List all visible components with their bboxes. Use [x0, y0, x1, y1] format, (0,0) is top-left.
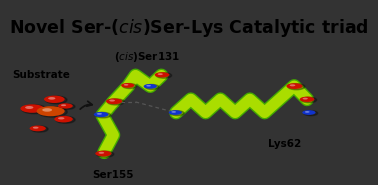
- Circle shape: [58, 103, 73, 109]
- Circle shape: [48, 97, 55, 100]
- Circle shape: [158, 73, 163, 75]
- Circle shape: [301, 97, 317, 103]
- Circle shape: [20, 104, 44, 113]
- Circle shape: [290, 84, 295, 86]
- Circle shape: [124, 84, 129, 86]
- FancyArrowPatch shape: [80, 101, 92, 109]
- Circle shape: [305, 111, 310, 113]
- Circle shape: [58, 117, 65, 120]
- Circle shape: [145, 85, 159, 90]
- Circle shape: [33, 127, 39, 129]
- Circle shape: [95, 112, 111, 118]
- Circle shape: [94, 112, 108, 117]
- Circle shape: [59, 104, 75, 109]
- Circle shape: [45, 96, 67, 104]
- Circle shape: [31, 126, 48, 132]
- Circle shape: [54, 116, 73, 122]
- Text: Novel Ser-($\it{cis}$)Ser-Lys Catalytic triad: Novel Ser-($\it{cis}$)Ser-Lys Catalytic …: [9, 17, 369, 39]
- Circle shape: [287, 83, 303, 89]
- Text: Substrate: Substrate: [12, 70, 70, 80]
- Circle shape: [171, 111, 176, 113]
- Text: Ser155: Ser155: [93, 170, 134, 180]
- Text: ($\it{cis}$)Ser131: ($\it{cis}$)Ser131: [113, 50, 180, 64]
- Circle shape: [37, 106, 65, 116]
- Circle shape: [156, 73, 172, 78]
- Circle shape: [109, 100, 115, 102]
- Circle shape: [97, 151, 114, 157]
- Circle shape: [44, 96, 65, 103]
- Circle shape: [144, 84, 157, 89]
- Circle shape: [97, 113, 102, 115]
- Circle shape: [122, 84, 136, 89]
- Circle shape: [121, 83, 135, 88]
- Circle shape: [155, 72, 169, 78]
- Circle shape: [107, 99, 124, 105]
- Text: Lys62: Lys62: [268, 139, 302, 149]
- Circle shape: [106, 98, 122, 104]
- Circle shape: [61, 104, 66, 106]
- Circle shape: [38, 107, 67, 117]
- Circle shape: [302, 110, 316, 115]
- Circle shape: [146, 85, 151, 87]
- Circle shape: [42, 108, 52, 112]
- Circle shape: [25, 106, 33, 109]
- Circle shape: [303, 98, 308, 100]
- Circle shape: [95, 151, 112, 157]
- Circle shape: [300, 97, 314, 102]
- Circle shape: [288, 84, 305, 90]
- Circle shape: [29, 125, 46, 131]
- Circle shape: [304, 111, 318, 116]
- Circle shape: [169, 110, 182, 115]
- Circle shape: [170, 111, 184, 116]
- Circle shape: [22, 105, 46, 114]
- Circle shape: [99, 152, 104, 154]
- Circle shape: [56, 116, 75, 123]
